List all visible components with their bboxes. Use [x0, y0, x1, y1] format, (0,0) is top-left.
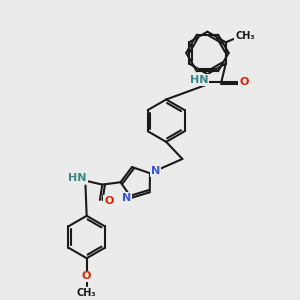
Text: CH₃: CH₃ [77, 288, 97, 298]
Text: N: N [122, 193, 131, 203]
Text: O: O [239, 77, 249, 87]
Text: CH₃: CH₃ [235, 31, 255, 41]
Text: HN: HN [190, 75, 208, 85]
Text: O: O [82, 272, 92, 281]
Text: HN: HN [68, 173, 87, 183]
Text: O: O [104, 196, 113, 206]
Text: N: N [151, 166, 160, 176]
